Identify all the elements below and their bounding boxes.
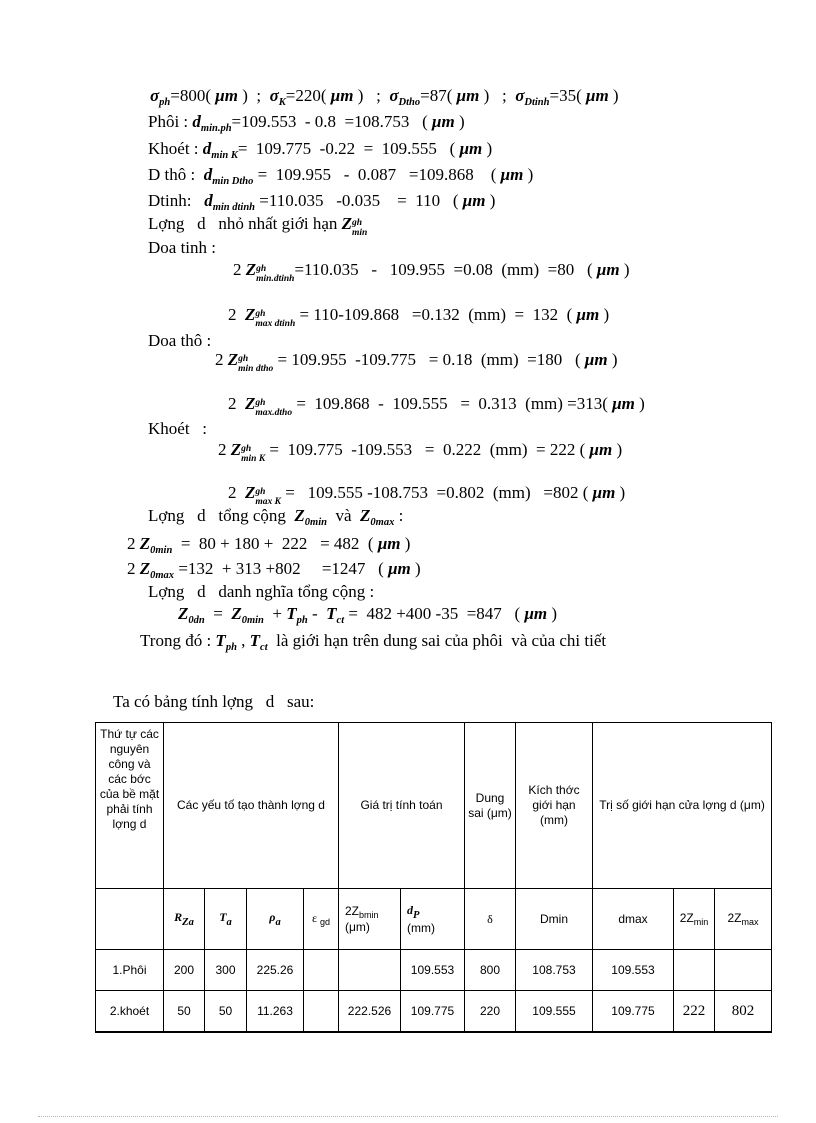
table-cell: 109.555 bbox=[515, 990, 593, 1033]
table-cell: 220 bbox=[464, 990, 516, 1033]
table-cell bbox=[673, 949, 715, 991]
table-cell: 222 bbox=[673, 990, 715, 1033]
table-cell: 1.Phôi bbox=[95, 949, 164, 991]
table-cell bbox=[338, 949, 401, 991]
header-eps: ε gd bbox=[303, 888, 339, 950]
line-khoet-label: Khoét : bbox=[148, 419, 208, 438]
footer-divider bbox=[38, 1116, 778, 1117]
header-2zmin: 2Zmin bbox=[673, 888, 715, 950]
line-sigma-values: σph=800( μm ) ; σK=220( μm ) ; σDtho=87(… bbox=[150, 86, 619, 108]
table-intro: Ta có bảng tính lợng d sau: bbox=[113, 692, 315, 711]
line-phoi: Phôi : dmin.ph=109.553 - 0.8 =108.753 ( … bbox=[148, 112, 465, 134]
table-cell: 109.553 bbox=[592, 949, 674, 991]
line-trong-do-note: Trong đó : Tph , Tct là giới hạn trên du… bbox=[140, 631, 607, 653]
header-tri-so: Trị số giới hạn cửa lợng d (μm) bbox=[592, 722, 772, 889]
header-dmin: Dmin bbox=[515, 888, 593, 950]
header-dmax: dmax bbox=[592, 888, 674, 950]
table-cell: 802 bbox=[714, 990, 772, 1033]
table-row: 2.khoét 50 50 11.263 222.526 109.775 220 109.55… bbox=[95, 990, 772, 1033]
header-empty bbox=[95, 888, 164, 950]
header-ta: Ta bbox=[204, 888, 247, 950]
table-cell: 109.775 bbox=[592, 990, 674, 1033]
table-cell: 2.khoét bbox=[95, 990, 164, 1033]
table-row: 1.Phôi 200 300 225.26 109.553 800 108.753 109.5… bbox=[95, 949, 772, 991]
table-cell: 300 bbox=[204, 949, 247, 991]
table-cell: 50 bbox=[204, 990, 247, 1033]
line-2z0max: 2 Z0max =132 + 313 +802 =1247 ( μm ) bbox=[127, 559, 421, 581]
header-gia-tri: Giá trị tính toán bbox=[338, 722, 465, 889]
line-2z0min: 2 Z0min = 80 + 180 + 222 = 482 ( μm ) bbox=[127, 534, 411, 556]
header-2zmax: 2Zmax bbox=[714, 888, 772, 950]
line-tong-cong-heading: Lợng d tổng cộng Z0min và Z0max : bbox=[148, 506, 404, 528]
table-header-row-2: RZa Ta ρa ε gd 2Zbmin (μm) dP (mm) δ Dmin … bbox=[95, 888, 772, 950]
table-cell: 800 bbox=[464, 949, 516, 991]
table-cell bbox=[303, 949, 339, 991]
table-cell bbox=[303, 990, 339, 1033]
line-doa-tho-label: Doa thô : bbox=[148, 331, 212, 350]
header-kich-thuoc: Kích thớc giới hạn (mm) bbox=[515, 722, 593, 889]
allowance-table: Thứ tự các nguyên công và các bớc của bề… bbox=[95, 722, 772, 1033]
header-stt: Thứ tự các nguyên công và các bớc của bề… bbox=[95, 722, 164, 889]
line-doa-tinh-label: Doa tinh : bbox=[148, 238, 216, 257]
table-cell: 200 bbox=[163, 949, 205, 991]
header-rza: RZa bbox=[163, 888, 205, 950]
table-cell: 109.775 bbox=[400, 990, 465, 1033]
table-header-row-1: Thứ tự các nguyên công và các bớc của bề… bbox=[95, 722, 772, 889]
header-dp: dP (mm) bbox=[400, 888, 465, 950]
header-dung-sai: Dung sai (μm) bbox=[464, 722, 516, 889]
table-cell bbox=[714, 949, 772, 991]
table-cell: 108.753 bbox=[515, 949, 593, 991]
line-danh-nghia-heading: Lợng d danh nghĩa tổng cộng : bbox=[148, 582, 375, 601]
header-2zbmin: 2Zbmin (μm) bbox=[338, 888, 401, 950]
header-rho: ρa bbox=[246, 888, 304, 950]
line-d-tho: D thô : dmin Dtho = 109.955 - 0.087 =109… bbox=[148, 165, 534, 187]
table-cell: 225.26 bbox=[246, 949, 304, 991]
line-d-tinh: Dtinh: dmin dtinh =110.035 -0.035 = 110 … bbox=[148, 191, 496, 213]
header-delta: δ bbox=[464, 888, 516, 950]
table-cell: 109.553 bbox=[400, 949, 465, 991]
table-body: 1.Phôi 200 300 225.26 109.553 800 108.753 109.5… bbox=[95, 949, 772, 1033]
header-yeu-to: Các yếu tố tạo thành lợng d bbox=[163, 722, 339, 889]
table-cell: 50 bbox=[163, 990, 205, 1033]
line-z0dn: Z0dn = Z0min + Tph - Tct = 482 +400 -35 … bbox=[178, 604, 558, 626]
table-cell: 222.526 bbox=[338, 990, 401, 1033]
line-khoet: Khoét : dmin K= 109.775 -0.22 = 109.555 … bbox=[148, 139, 493, 161]
table-cell: 11.263 bbox=[246, 990, 304, 1033]
